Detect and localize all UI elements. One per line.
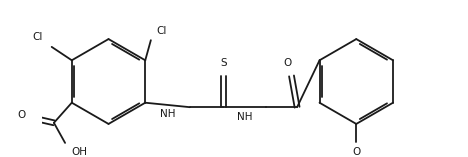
Text: O: O bbox=[283, 58, 291, 68]
Text: Cl: Cl bbox=[32, 32, 43, 42]
Text: NH: NH bbox=[160, 109, 176, 119]
Text: S: S bbox=[220, 58, 227, 68]
Text: Cl: Cl bbox=[156, 26, 167, 36]
Text: NH: NH bbox=[237, 112, 252, 122]
Text: O: O bbox=[18, 110, 26, 120]
Text: OH: OH bbox=[72, 147, 88, 157]
Text: O: O bbox=[352, 147, 360, 157]
